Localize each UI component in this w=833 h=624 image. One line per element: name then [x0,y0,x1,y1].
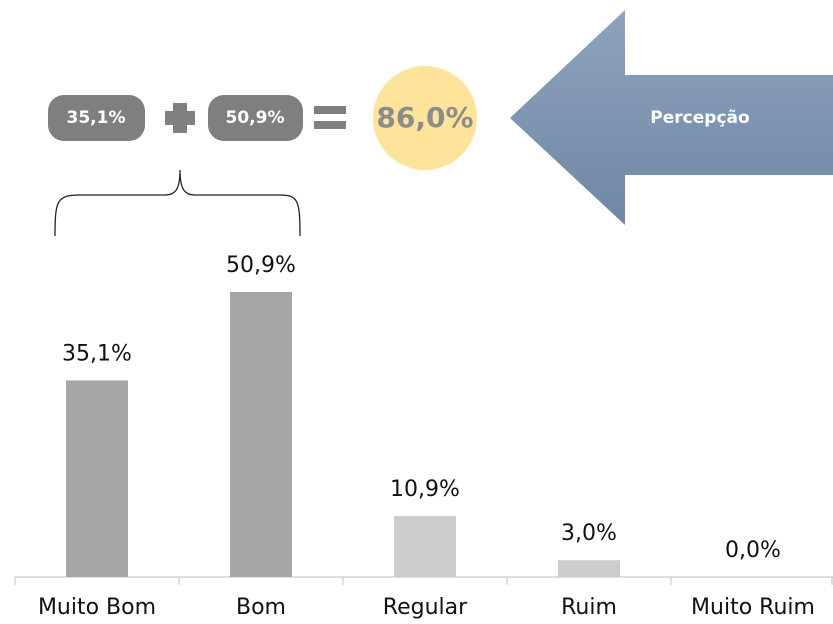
bar [230,291,292,577]
value-label: 50,9% [226,253,296,278]
term-label: 35,1% [67,108,126,128]
bar [394,515,456,577]
term-pill [48,95,145,141]
arrow-label: Percepção [650,108,749,128]
x-tick-label: Muito Ruim [691,595,815,620]
bar [558,560,620,577]
plus-sign [165,103,195,133]
term-pill [208,95,303,141]
x-tick-label: Regular [383,595,468,620]
equals-sign [314,106,346,114]
arrow [510,10,833,225]
value-label: 35,1% [62,341,132,366]
equals-sign [314,121,346,129]
x-tick-label: Bom [236,595,286,620]
total-circle [373,66,477,170]
value-label: 0,0% [725,538,781,563]
x-tick-label: Muito Bom [38,595,156,620]
total-label: 86,0% [376,101,473,134]
value-label: 10,9% [390,477,460,502]
bar [66,380,128,577]
bracket [54,169,301,237]
value-label: 3,0% [561,521,617,546]
term-label: 50,9% [226,108,285,128]
x-tick-label: Ruim [561,595,617,620]
